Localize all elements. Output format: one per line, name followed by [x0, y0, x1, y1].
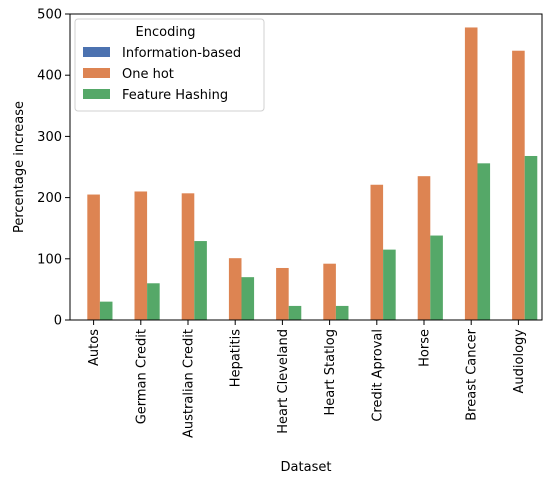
- plot-frame: [69, 13, 543, 321]
- x-tick-label: Hepatitis: [229, 329, 244, 387]
- legend-entry-label: Feature Hashing: [122, 88, 228, 103]
- bar-one-hot-heart-statlog: [323, 263, 336, 320]
- bar-feature-hashing-credit-aproval: [383, 249, 396, 320]
- legend-swatch: [83, 68, 110, 78]
- bar-feature-hashing-audiology: [524, 155, 538, 320]
- bar-feature-hashing-autos: [99, 301, 113, 320]
- bar-one-hot-credit-aproval: [370, 184, 384, 320]
- bar-feature-hashing-heart-cleveland: [288, 305, 302, 320]
- bar-one-hot-hepatitis: [228, 258, 242, 320]
- bar-one-hot-australian-credit: [181, 193, 195, 320]
- y-axis-label: Percentage increase: [12, 101, 27, 233]
- x-tick-label: Audiology: [512, 329, 527, 394]
- x-tick-label: Heart Statlog: [323, 329, 338, 416]
- y-axis: 0 100 200 300 400 500: [37, 8, 70, 329]
- legend: Encoding Information-based One hot Feature…: [74, 18, 265, 112]
- x-tick-label: Autos: [87, 329, 102, 366]
- y-tick-label: 400: [37, 69, 62, 84]
- legend-title: Encoding: [136, 25, 196, 40]
- x-tick-label: German Credit: [134, 329, 149, 424]
- bar-feature-hashing-horse: [430, 235, 443, 320]
- y-tick-label: 500: [37, 8, 62, 23]
- legend-entry-label: Information-based: [122, 46, 241, 61]
- bar-one-hot-breast-cancer: [464, 27, 478, 321]
- bar-feature-hashing-breast-cancer: [477, 163, 491, 320]
- x-axis: Autos German Credit Australian Credit Hepat…: [87, 320, 527, 438]
- bar-feature-hashing-heart-statlog: [335, 305, 349, 320]
- bar-feature-hashing-hepatitis: [241, 277, 255, 320]
- legend-box: [74, 18, 265, 112]
- bar-one-hot-audiology: [512, 50, 525, 320]
- plot-area: [87, 27, 538, 321]
- bar-feature-hashing-german-credit: [147, 283, 160, 320]
- x-tick-label: Heart Cleveland: [276, 329, 291, 434]
- x-tick-label: Horse: [418, 329, 433, 367]
- bar-feature-hashing-australian-credit: [194, 241, 207, 320]
- y-tick-label: 0: [54, 314, 62, 329]
- x-tick-label: Breast Cancer: [465, 328, 480, 420]
- bar-one-hot-horse: [417, 176, 431, 320]
- y-tick-label: 300: [37, 130, 62, 145]
- legend-entry-label: One hot: [122, 67, 174, 82]
- bar-one-hot-heart-cleveland: [276, 267, 289, 320]
- y-tick-label: 100: [37, 252, 62, 267]
- x-tick-label: Australian Credit: [182, 329, 197, 438]
- legend-swatch: [83, 47, 110, 57]
- x-axis-label: Dataset: [281, 460, 332, 475]
- bar-one-hot-german-credit: [134, 191, 148, 320]
- y-tick-label: 200: [37, 191, 62, 206]
- x-tick-label: Credit Aproval: [370, 329, 385, 422]
- legend-swatch: [83, 89, 110, 99]
- bar-one-hot-autos: [87, 194, 100, 320]
